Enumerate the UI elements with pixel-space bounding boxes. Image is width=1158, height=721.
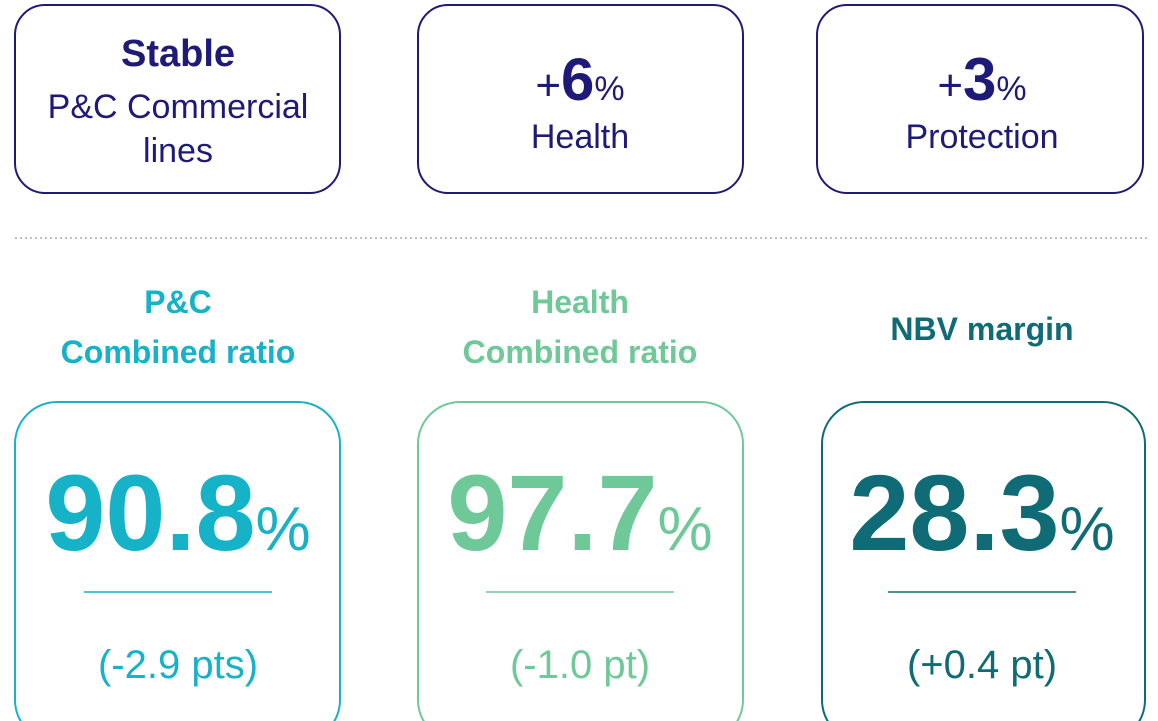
growth-card — [816, 4, 1144, 194]
card-figure: +6% — [535, 46, 624, 113]
figure-unit: % — [594, 70, 624, 108]
ratio-value: 90.8% — [45, 452, 310, 573]
ratio-value: 97.7% — [447, 452, 712, 573]
growth-card — [14, 4, 341, 194]
figure-prefix: + — [535, 61, 561, 110]
ratio-heading: Health — [531, 284, 629, 320]
card-label: lines — [143, 132, 213, 170]
value-unit: % — [658, 495, 713, 564]
ratio-card — [417, 401, 744, 721]
figure-unit: % — [996, 70, 1026, 108]
ratio-card — [821, 401, 1146, 721]
figure-prefix: + — [937, 61, 963, 110]
value-number: 28.3 — [849, 452, 1059, 573]
ratio-change: (-1.0 pt) — [510, 643, 650, 687]
ratio-heading: P&C — [144, 284, 212, 320]
value-unit: % — [256, 495, 311, 564]
value-unit: % — [1060, 495, 1115, 564]
ratio-change: (+0.4 pt) — [907, 643, 1057, 687]
card-label: Health — [531, 118, 629, 156]
ratio-heading: Combined ratio — [61, 334, 296, 370]
card-headline: Stable — [121, 33, 235, 75]
card-figure: +3% — [937, 46, 1026, 113]
figure-number: 3 — [963, 46, 996, 113]
ratio-heading: Combined ratio — [463, 334, 698, 370]
ratio-card — [14, 401, 341, 721]
ratio-value: 28.3% — [849, 452, 1114, 573]
card-label: Protection — [905, 118, 1058, 156]
ratio-heading: NBV margin — [890, 311, 1073, 347]
growth-card — [417, 4, 744, 194]
figure-number: 6 — [561, 46, 594, 113]
card-label: P&C Commercial — [48, 88, 309, 126]
value-number: 97.7 — [447, 452, 657, 573]
value-number: 90.8 — [45, 452, 255, 573]
ratio-change: (-2.9 pts) — [98, 643, 258, 687]
